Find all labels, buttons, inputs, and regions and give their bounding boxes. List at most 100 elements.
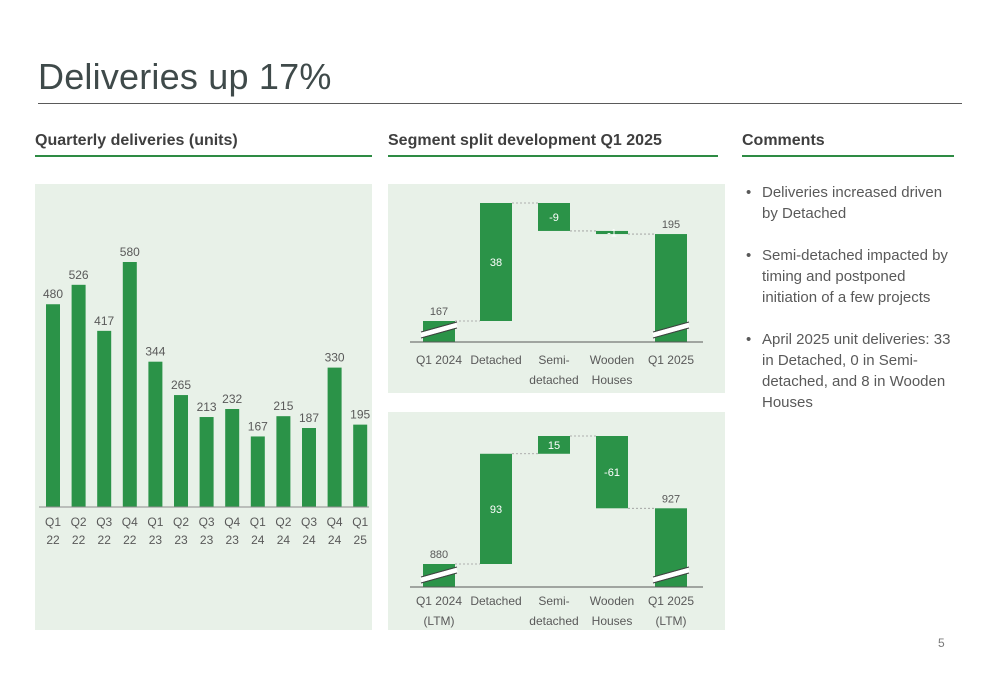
data-label: 580	[120, 245, 140, 259]
tick-label: Q2	[173, 515, 189, 529]
data-label: 38	[490, 257, 502, 269]
tick-label: Q3	[96, 515, 112, 529]
axis-break	[652, 322, 690, 338]
bar	[480, 203, 512, 321]
tick-label: detached	[529, 614, 578, 628]
tick-label: Wooden	[590, 353, 634, 367]
comment-item: • April 2025 unit deliveries: 33 in Detac…	[742, 329, 954, 413]
tick-label: Q3	[199, 515, 215, 529]
quarterly-chart-panel: 480 Q1 22 526 Q2 22 417 Q3 22 580 Q4 22 344 Q1 23 265 Q2…	[35, 184, 372, 630]
tick-label: Houses	[592, 373, 633, 387]
data-label: -61	[604, 467, 620, 479]
data-label: 195	[350, 408, 370, 422]
comment-item: • Deliveries increased driven by Detached	[742, 182, 954, 224]
tick-label: Q1	[250, 515, 266, 529]
tick-label: 22	[72, 533, 86, 547]
bar	[97, 330, 112, 507]
tick-label: Q3	[301, 515, 317, 529]
tick-label: Q4	[327, 515, 343, 529]
tick-label: 24	[251, 533, 265, 547]
data-label: 167	[430, 306, 448, 318]
tick-label: 23	[174, 533, 188, 547]
axis-break	[652, 327, 690, 339]
axis-break	[652, 566, 690, 578]
comments-list: • Deliveries increased driven by Detached…	[742, 182, 954, 434]
axis-break	[420, 322, 458, 338]
bullet-icon: •	[746, 184, 752, 201]
comment-item: • Semi-detached impacted by timing and po…	[742, 245, 954, 308]
tick-label: Q2	[71, 515, 87, 529]
axis-break	[652, 572, 690, 584]
tick-label: Detached	[470, 594, 521, 608]
data-label: 195	[662, 219, 680, 231]
tick-label: (LTM)	[423, 614, 454, 628]
title-divider	[38, 103, 962, 104]
data-label: 417	[94, 314, 114, 328]
tick-label: Q1 2024	[416, 353, 462, 367]
bar	[538, 203, 570, 231]
segment-waterfall-q1-panel: 167 Q1 2024 38 Detached -9 Semi-detached -1 Woo…	[388, 184, 725, 393]
bar	[46, 304, 60, 507]
tick-label: Detached	[470, 353, 521, 367]
bar	[225, 409, 240, 507]
section-heading-segment: Segment split development Q1 2025	[388, 132, 662, 149]
axis-break	[652, 567, 690, 583]
data-label: 187	[299, 411, 319, 425]
quarterly-deliveries-chart: 480 Q1 22 526 Q2 22 417 Q3 22 580 Q4 22 344 Q1 23 265 Q2…	[39, 245, 371, 547]
axis-break	[420, 327, 458, 339]
data-label: 265	[171, 378, 191, 392]
data-label: 15	[548, 440, 560, 452]
data-label: 880	[430, 549, 448, 561]
tick-label: 23	[226, 533, 240, 547]
axis-break	[420, 321, 458, 333]
bar	[174, 395, 188, 507]
bar	[538, 436, 570, 454]
axis-break	[652, 321, 690, 333]
bar	[148, 361, 163, 507]
tick-label: 22	[98, 533, 112, 547]
tick-label: 22	[123, 533, 137, 547]
comment-text: Semi-detached impacted by timing and pos…	[762, 247, 948, 306]
data-label: 344	[145, 345, 165, 359]
section-divider-quarterly	[35, 155, 372, 157]
data-label: 330	[325, 351, 345, 365]
tick-label: Q1 2024	[416, 594, 462, 608]
data-label: 215	[273, 399, 293, 413]
axis-break	[420, 566, 458, 578]
page-title: Deliveries up 17%	[38, 56, 332, 97]
page-number: 5	[938, 636, 945, 650]
bar	[480, 453, 512, 564]
tick-label: 25	[354, 533, 368, 547]
data-label: 93	[490, 504, 502, 516]
tick-label: 23	[200, 533, 214, 547]
tick-label: Semi-	[538, 594, 569, 608]
tick-label: Houses	[592, 614, 633, 628]
bar	[122, 262, 137, 507]
section-divider-comments	[742, 155, 954, 157]
tick-label: Q1	[147, 515, 163, 529]
axis-break	[420, 567, 458, 583]
bullet-icon: •	[746, 331, 752, 348]
tick-label: Q1	[45, 515, 61, 529]
data-label: 927	[662, 493, 680, 505]
tick-label: 22	[46, 533, 60, 547]
bullet-icon: •	[746, 247, 752, 264]
data-label: 480	[43, 287, 63, 301]
segment-waterfall-q1-chart: 167 Q1 2024 38 Detached -9 Semi-detached -1 Woo…	[410, 202, 703, 387]
tick-label: Semi-	[538, 353, 569, 367]
bar	[596, 230, 628, 235]
section-heading-comments: Comments	[742, 132, 825, 149]
data-label: 526	[69, 268, 89, 282]
axis-break	[420, 572, 458, 584]
data-label: -9	[549, 212, 559, 224]
tick-label: 24	[302, 533, 316, 547]
bar	[71, 284, 86, 507]
comment-text: April 2025 unit deliveries: 33 in Detach…	[762, 331, 951, 411]
data-label: -1	[607, 228, 617, 240]
bar	[327, 367, 342, 507]
section-divider-segment	[388, 155, 718, 157]
bar	[353, 424, 368, 507]
bar	[276, 416, 291, 507]
tick-label: Q4	[224, 515, 240, 529]
section-heading-quarterly: Quarterly deliveries (units)	[35, 132, 238, 149]
